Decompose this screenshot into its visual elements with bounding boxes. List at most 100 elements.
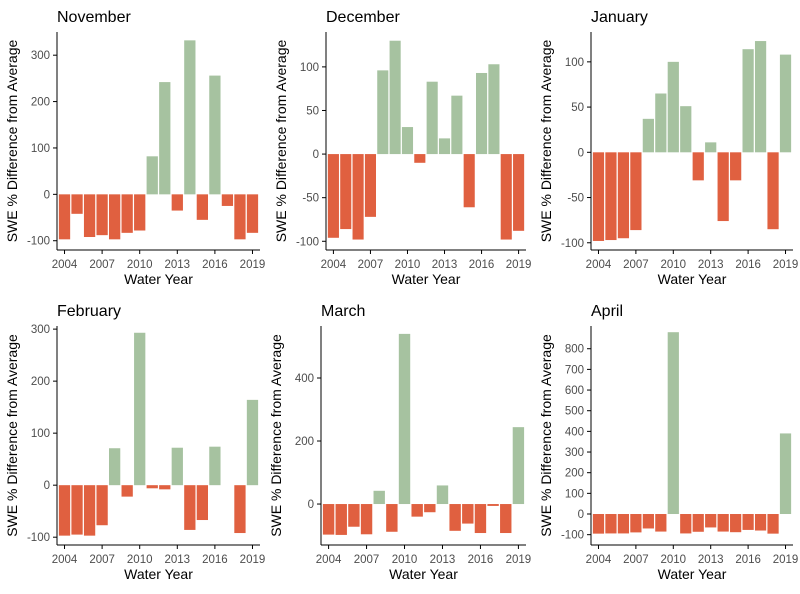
y-axis-label: SWE % Difference from Average: [538, 40, 554, 243]
bar: [617, 152, 630, 239]
x-tick-label: 2004: [52, 554, 78, 566]
bar: [462, 504, 474, 524]
bar: [414, 154, 426, 163]
bar: [424, 504, 436, 513]
bar: [500, 504, 512, 534]
bar: [146, 485, 158, 489]
x-axis-label: Water Year: [124, 271, 193, 287]
bar: [134, 332, 146, 486]
bar: [171, 194, 183, 211]
x-tick-label: 2007: [623, 554, 649, 566]
bar: [487, 504, 499, 506]
x-tick-label: 2004: [321, 259, 347, 271]
y-tick-label: -100: [561, 530, 584, 542]
y-tick-label: 300: [31, 50, 50, 62]
y-tick-label: -100: [27, 236, 50, 248]
bar: [754, 41, 767, 153]
x-tick-label: 2004: [586, 259, 612, 271]
bar: [411, 504, 423, 517]
y-tick-label: -50: [567, 193, 584, 205]
x-tick-label: 2019: [773, 554, 799, 566]
bar: [513, 154, 525, 231]
x-tick-label: 2019: [506, 554, 532, 566]
bar: [121, 194, 133, 233]
y-tick-label: 200: [565, 468, 584, 480]
bar: [779, 433, 792, 515]
chart-title: January: [591, 9, 648, 26]
bar: [348, 504, 360, 527]
y-tick-label: 50: [306, 105, 319, 117]
bar: [109, 448, 121, 486]
bar: [377, 70, 389, 155]
x-tick-label: 2013: [164, 259, 190, 271]
bar: [779, 54, 792, 153]
bar: [373, 490, 385, 505]
bar: [221, 194, 234, 206]
x-tick-label: 2019: [773, 259, 799, 271]
bar: [246, 194, 259, 233]
bar: [436, 485, 449, 505]
bar: [680, 514, 692, 534]
x-tick-label: 2004: [316, 554, 342, 566]
chart-title: April: [591, 303, 623, 320]
x-tick-label: 2016: [735, 259, 761, 271]
bar: [754, 514, 767, 531]
bar: [196, 485, 208, 521]
y-axis-label: SWE % Difference from Average: [273, 40, 289, 243]
y-tick-label: 300: [31, 324, 50, 336]
bar: [386, 504, 398, 532]
bar: [605, 514, 617, 534]
bar: [451, 95, 463, 155]
x-tick-label: 2010: [660, 554, 686, 566]
bar: [83, 194, 96, 238]
bar: [121, 485, 133, 497]
x-axis-label: Water Year: [124, 566, 193, 582]
y-tick-label: 0: [44, 189, 50, 201]
bar: [605, 152, 617, 241]
bar: [134, 194, 146, 231]
x-tick-label: 2010: [395, 259, 421, 271]
bar: [234, 485, 246, 534]
bar: [630, 152, 642, 231]
y-tick-label: -50: [302, 193, 319, 205]
y-tick-label: 700: [565, 364, 584, 376]
y-tick-label: 200: [31, 376, 50, 388]
bar: [209, 75, 221, 195]
chart-title: March: [321, 303, 365, 320]
y-tick-label: 300: [565, 447, 584, 459]
bar: [246, 399, 259, 486]
bar: [717, 514, 729, 532]
x-tick-label: 2007: [354, 554, 380, 566]
x-tick-label: 2010: [127, 554, 153, 566]
y-tick-label: 0: [308, 499, 314, 511]
bar: [476, 72, 488, 155]
chart-panel-november: -100 0 100 200 300 2004 2007 2010 2013 2016 2019 No…: [4, 9, 265, 287]
y-tick-label: 100: [300, 62, 319, 74]
y-axis-label: SWE % Difference from Average: [4, 40, 20, 243]
bar: [667, 61, 679, 153]
y-tick-label: 200: [31, 97, 50, 109]
bar: [463, 154, 475, 208]
bar: [71, 194, 83, 214]
x-tick-label: 2016: [735, 554, 761, 566]
x-axis-label: Water Year: [389, 566, 458, 582]
bar: [512, 427, 525, 505]
y-tick-label: 0: [578, 509, 584, 521]
bar: [692, 514, 704, 532]
bar: [335, 504, 347, 535]
bar: [630, 514, 642, 533]
chart-title: February: [57, 303, 121, 320]
bar: [767, 514, 779, 534]
bar: [96, 485, 108, 526]
x-tick-label: 2019: [240, 259, 266, 271]
bar: [364, 154, 376, 217]
bar: [58, 194, 71, 240]
bar: [360, 504, 373, 535]
bar: [730, 152, 742, 181]
bar: [389, 40, 401, 155]
chart-panel-december: -100 -50 0 50 100 2004 2007 2010 2013 2016 2019 Dec…: [273, 9, 531, 287]
bar: [327, 154, 339, 238]
y-axis-label: SWE % Difference from Average: [538, 334, 554, 537]
bar: [680, 106, 692, 153]
